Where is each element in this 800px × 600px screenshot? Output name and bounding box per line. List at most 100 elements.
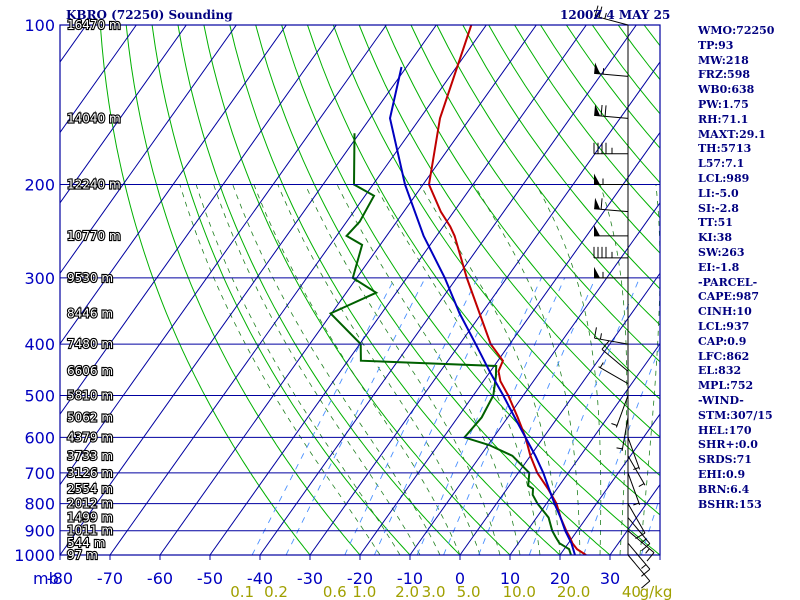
height-label: 2554 m [67, 482, 113, 496]
mixing-ratio-label: 0.6 [323, 583, 347, 600]
temperature-tick-label: 0 [455, 569, 465, 588]
pressure-tick-label: 100 [24, 16, 55, 35]
wind-barb [627, 530, 655, 562]
temperature-tick-label: 10 [500, 569, 520, 588]
stat-line: WB0:638 [698, 83, 755, 97]
isotherm [359, 131, 660, 555]
wind-barb [594, 173, 628, 186]
moist-adiabat [473, 184, 581, 555]
mixing-ratio-label: 10.0 [503, 583, 536, 600]
stat-line: KI:38 [698, 231, 733, 245]
isotherm [309, 61, 660, 555]
wind-barb [594, 197, 629, 213]
sounding-title: KBRO (72250) Sounding [66, 8, 233, 22]
dry-adiabat [332, 25, 660, 477]
temperature-tick-label: -30 [297, 569, 323, 588]
dewpoint-profile [328, 133, 572, 555]
mixing-ratio-line [478, 277, 596, 555]
stat-line: CAPE:987 [698, 290, 759, 304]
mixing-ratio-line [443, 277, 566, 555]
mixing-ratio-label: 5.0 [457, 583, 481, 600]
stat-line: SW:263 [698, 245, 745, 259]
moist-adiabat [253, 184, 461, 555]
stat-line: HEL:170 [698, 423, 752, 437]
moist-adiabat [535, 184, 602, 555]
dry-adiabat [151, 25, 411, 555]
mixing-ratio-label: 1.0 [352, 583, 376, 600]
stat-line: PW:1.75 [698, 97, 749, 111]
pressure-tick-label: 800 [24, 495, 55, 514]
mixing-ratio-line [285, 277, 426, 555]
stat-line: TH:5713 [698, 142, 752, 156]
mixing-ratio-line [251, 277, 396, 555]
stat-line: LCL:937 [698, 319, 750, 333]
isotherm [60, 25, 337, 416]
dry-adiabat [203, 25, 511, 555]
dry-adiabat [774, 25, 800, 566]
moist-adiabat [213, 184, 421, 555]
stat-line: RH:71.1 [698, 112, 749, 126]
height-label: 97 m [67, 548, 98, 562]
isotherm [509, 342, 660, 555]
isotherm [60, 25, 287, 345]
mixing-ratio-label: 40 [622, 583, 641, 600]
wind-barb [598, 362, 629, 385]
stat-line: EL:832 [698, 364, 742, 378]
isotherm [60, 25, 437, 555]
height-label: 1011 m [67, 524, 113, 538]
isotherm [60, 25, 237, 275]
wind-barb [627, 554, 651, 589]
dry-adiabat [99, 25, 311, 555]
pressure-tick-label: 600 [24, 428, 55, 447]
plot-frame [59, 24, 661, 556]
pressure-tick-label: 900 [24, 522, 55, 541]
stat-line: L57:7.1 [698, 157, 745, 171]
pressure-tick-label: 700 [24, 464, 55, 483]
height-label: 3126 m [67, 466, 113, 480]
wind-barb [594, 266, 628, 279]
isotherm [159, 25, 537, 555]
stat-line: MAXT:29.1 [698, 127, 766, 141]
stat-line: BRN:6.4 [698, 482, 750, 496]
temperature-tick-label: -40 [247, 569, 273, 588]
height-label: 14040 m [67, 111, 121, 125]
height-label: 16470 m [67, 18, 121, 32]
dry-adiabat [488, 25, 660, 254]
wind-barb [593, 142, 628, 155]
stat-line: SI:-2.8 [698, 201, 739, 215]
stat-line: WMO:72250 [698, 24, 775, 37]
height-label: 5810 m [67, 388, 113, 402]
wind-barb [627, 455, 646, 487]
moist-adiabat [659, 551, 660, 555]
moist-adiabat [599, 184, 628, 555]
wind-barb [601, 340, 629, 372]
pressure-axis-label: mb [33, 569, 59, 588]
height-label: 4379 m [67, 430, 113, 444]
wind-barb [611, 395, 629, 428]
pressure-tick-label: 200 [24, 176, 55, 195]
temperature-tick-label: 30 [600, 569, 620, 588]
stat-line: MPL:752 [698, 379, 754, 393]
stat-line: TT:51 [698, 216, 733, 230]
dry-adiabat [307, 25, 660, 516]
height-label: 3733 m [67, 449, 113, 463]
isotherm [60, 25, 387, 486]
wind-barb [594, 327, 629, 345]
height-label: 6606 m [67, 364, 113, 378]
mixing-ratio-line [416, 277, 542, 555]
mixing-ratio-line [583, 345, 660, 555]
stat-line: MW:218 [698, 53, 749, 67]
stat-line: CINH:10 [698, 305, 752, 319]
stat-line: FRZ:598 [698, 68, 751, 82]
pressure-tick-label: 1000 [14, 546, 55, 565]
isotherm [109, 25, 487, 555]
height-label: 5062 m [67, 410, 113, 424]
isotherm [209, 25, 587, 555]
height-label: 544 m [67, 536, 105, 550]
stat-line: -PARCEL- [698, 275, 758, 289]
height-label: 10770 m [67, 229, 121, 243]
stat-line: LFC:862 [698, 349, 750, 363]
sounding-indices-panel: WMO:72250 TP:93 MW:218 FRZ:598 WB0:638 PW:1.7… [698, 24, 774, 512]
mixing-ratio-unit: g/kg [640, 583, 673, 600]
